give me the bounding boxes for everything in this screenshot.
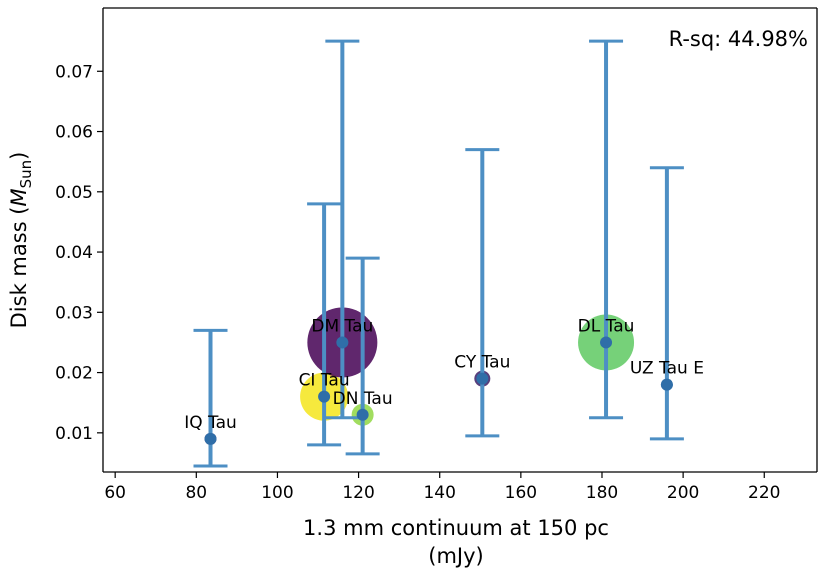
marker-ci-tau: [318, 390, 331, 403]
point-label-layer: IQ Tau CI Tau DM Tau DN Tau CY Tau DL Tau UZ T…: [184, 316, 704, 432]
point-label-iq-tau: IQ Tau: [184, 413, 237, 433]
marker-dn-tau: [356, 408, 369, 421]
x-axis-label: 1.3 mm continuum at 150 pc: [303, 516, 609, 540]
point-label-dl-tau: DL Tau: [578, 316, 635, 336]
y-tick-label: 0.06: [55, 123, 93, 143]
y-tick-label: 0.05: [55, 183, 93, 203]
point-label-uz-tau-e: UZ Tau E: [630, 359, 704, 379]
y-axis-label-symbol: M: [7, 188, 31, 206]
y-tick-label: 0.01: [55, 424, 93, 444]
point-label-dn-tau: DN Tau: [333, 389, 393, 409]
x-tick-label: 220: [748, 483, 780, 503]
y-tick-label: 0.03: [55, 303, 93, 323]
y-axis-label-subscript: Sun: [17, 160, 35, 189]
x-tick-label: 200: [667, 483, 699, 503]
x-tick-label: 120: [342, 483, 374, 503]
errorbar-layer: [193, 39, 684, 468]
y-axis-label-prefix: Disk mass (: [7, 207, 31, 329]
point-label-dm-tau: DM Tau: [311, 316, 373, 336]
x-tick-label: 100: [261, 483, 293, 503]
x-tick-label: 80: [185, 483, 207, 503]
marker-layer: [204, 336, 673, 445]
y-tick-label: 0.02: [55, 364, 93, 384]
x-tick-label: 180: [586, 483, 618, 503]
y-axis-label: Disk mass (MSun): [7, 152, 35, 329]
marker-cy-tau: [476, 372, 489, 385]
x-tick-label: 140: [423, 483, 455, 503]
axes-layer: 60 80 100 120 140 160 180 200 220 0.01 0.02 0.03 0.0…: [55, 7, 818, 503]
y-tick-label: 0.04: [55, 243, 93, 263]
y-axis-label-suffix: ): [7, 152, 31, 160]
y-tick-label: 0.07: [55, 62, 93, 82]
x-axis-label-units: (mJy): [428, 544, 483, 568]
point-label-ci-tau: CI Tau: [299, 371, 350, 391]
r-squared-annotation: R-sq: 44.98%: [669, 27, 808, 51]
point-label-cy-tau: CY Tau: [454, 353, 510, 373]
marker-dl-tau: [600, 336, 613, 349]
x-tick-label: 160: [505, 483, 537, 503]
marker-dm-tau: [336, 336, 349, 349]
marker-iq-tau: [204, 432, 217, 445]
marker-uz-tau-e: [660, 378, 673, 391]
x-tick-label: 60: [104, 483, 126, 503]
